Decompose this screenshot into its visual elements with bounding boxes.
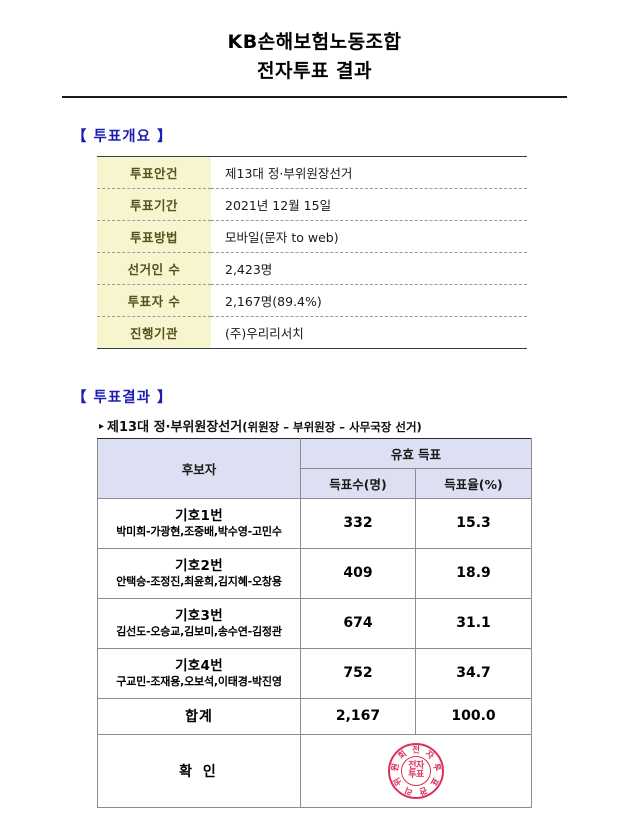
total-votes: 2,167 bbox=[300, 697, 416, 735]
table-row: 투표방법 모바일(문자 to web) bbox=[97, 219, 527, 253]
results-subtitle: ▸ 제13대 정·부위원장선거(위원장 – 부위원장 – 사무국장 선거) bbox=[99, 416, 629, 435]
header-candidate: 후보자 bbox=[97, 437, 301, 499]
title-divider bbox=[62, 95, 567, 98]
candidate-cell-3: 기호3번 김선도-오승교,김보미,송수연-김정관 bbox=[97, 597, 301, 649]
results-table: 후보자 유효 득표 득표수(명) 득표율(%) 기호1번 박미희-가광현,조중배… bbox=[97, 437, 533, 808]
table-row: 투표자 수 2,167명(89.4%) bbox=[97, 283, 527, 317]
overview-label-method: 투표방법 bbox=[97, 219, 211, 253]
overview-label-period: 투표기간 bbox=[97, 187, 211, 221]
seal-center-line1: 전자 bbox=[408, 760, 424, 771]
overview-value-agency: (주)우리리서치 bbox=[211, 315, 527, 349]
candidate-votes-2: 409 bbox=[300, 547, 416, 599]
confirm-label: 확 인 bbox=[97, 733, 301, 808]
overview-value-agenda: 제13대 정·부위원장선거 bbox=[225, 165, 353, 181]
overview-label-electors: 선거인 수 bbox=[97, 251, 211, 285]
candidate-number-2: 기호2번 bbox=[175, 557, 223, 574]
candidate-names-3: 김선도-오승교,김보미,송수연-김정관 bbox=[116, 624, 282, 638]
candidate-names-4: 구교민-조재용,오보석,이태경-박진영 bbox=[116, 674, 282, 688]
overview-value-voters: 2,167명(89.4%) bbox=[211, 283, 527, 317]
candidate-votes-1: 332 bbox=[300, 497, 416, 549]
candidate-votes-3: 674 bbox=[300, 597, 416, 649]
title-line-1: KB손해보험노동조합 bbox=[227, 31, 402, 53]
header-vote-rate: 득표율(%) bbox=[414, 467, 533, 499]
seal-center: 전자 투표 bbox=[401, 755, 431, 786]
seal-center-line2: 투표 bbox=[408, 769, 424, 780]
overview-label-agenda: 투표안건 bbox=[97, 156, 211, 189]
total-rate: 100.0 bbox=[414, 697, 533, 735]
results-header-row-2: 득표수(명) 득표율(%) bbox=[98, 467, 533, 499]
bullet-icon: ▸ bbox=[99, 420, 105, 432]
results-header-row-1: 후보자 유효 득표 bbox=[97, 437, 533, 499]
candidate-names-2: 안택승-조정진,최윤희,김지혜-오창용 bbox=[116, 574, 282, 588]
overview-value-period: 2021년 12월 15일 bbox=[211, 187, 527, 221]
table-row: 기호4번 구교민-조재용,오보석,이태경-박진영 752 34.7 bbox=[97, 647, 533, 699]
overview-value-electors: 2,423명 bbox=[211, 251, 527, 285]
table-row: 기호1번 박미희-가광현,조중배,박수영-고민수 332 15.3 bbox=[97, 497, 533, 549]
candidate-rate-3: 31.1 bbox=[414, 597, 533, 649]
results-table-wrap: 후보자 유효 득표 득표수(명) 득표율(%) 기호1번 박미희-가광현,조중배… bbox=[97, 437, 533, 808]
seal-ring-char: 전 bbox=[412, 745, 420, 756]
overview-label-agency: 진행기관 bbox=[97, 315, 211, 349]
candidate-cell-2: 기호2번 안택승-조정진,최윤희,김지혜-오창용 bbox=[97, 547, 301, 599]
total-label: 합계 bbox=[97, 697, 301, 735]
header-vote-count: 득표수(명) bbox=[300, 467, 416, 499]
table-row: 기호2번 안택승-조정진,최윤희,김지혜-오창용 409 18.9 bbox=[97, 547, 533, 599]
seal-ring-char: 투 bbox=[430, 762, 442, 773]
results-subtitle-paren: (위원장 – 부위원장 – 사무국장 선거) bbox=[242, 419, 422, 434]
table-row: 기호3번 김선도-오승교,김보미,송수연-김정관 674 31.1 bbox=[97, 597, 533, 649]
table-row: 투표안건 제13대 정·부위원장선거 bbox=[97, 156, 527, 189]
overview-label-voters: 투표자 수 bbox=[97, 283, 211, 317]
results-subtitle-main: 제13대 정·부위원장선거 bbox=[107, 419, 243, 435]
table-row: 선거인 수 2,423명 bbox=[97, 251, 527, 285]
candidate-rate-4: 34.7 bbox=[414, 647, 533, 699]
overview-table: 투표안건 제13대 정·부위원장선거 투표기간 2021년 12월 15일 투표… bbox=[97, 155, 527, 349]
seal-ring-char: 관 bbox=[417, 784, 429, 797]
seal-ring-char: 원 bbox=[390, 762, 402, 773]
table-row: 진행기관 (주)우리리서치 bbox=[97, 315, 527, 349]
seal-ring-char: 리 bbox=[403, 784, 415, 797]
document-title-block: KB손해보험노동조합 전자투표 결과 bbox=[0, 0, 629, 87]
overview-table-wrap: 투표안건 제13대 정·부위원장선거 투표기간 2021년 12월 15일 투표… bbox=[97, 155, 527, 349]
candidate-rate-1: 15.3 bbox=[414, 497, 533, 549]
title-line-2: 전자투표 결과 bbox=[257, 60, 372, 83]
candidate-rate-2: 18.9 bbox=[414, 547, 533, 599]
candidate-votes-4: 752 bbox=[300, 647, 416, 699]
candidate-cell-1: 기호1번 박미희-가광현,조중배,박수영-고민수 bbox=[97, 497, 301, 549]
candidate-number-1: 기호1번 bbox=[175, 507, 223, 524]
section-heading-overview: 【 투표개요 】 bbox=[72, 128, 173, 145]
overview-value-method: 모바일(문자 to web) bbox=[211, 219, 527, 253]
table-row: 투표기간 2021년 12월 15일 bbox=[97, 187, 527, 221]
candidate-number-3: 기호3번 bbox=[175, 607, 223, 624]
candidate-names-1: 박미희-가광현,조중배,박수영-고민수 bbox=[116, 524, 282, 538]
table-row-total: 합계 2,167 100.0 bbox=[97, 697, 533, 735]
header-valid-votes: 유효 득표 bbox=[299, 437, 533, 469]
section-heading-results: 【 투표결과 】 bbox=[72, 389, 173, 406]
candidate-number-4: 기호4번 bbox=[175, 657, 223, 674]
candidate-cell-4: 기호4번 구교민-조재용,오보석,이태경-박진영 bbox=[97, 647, 301, 699]
